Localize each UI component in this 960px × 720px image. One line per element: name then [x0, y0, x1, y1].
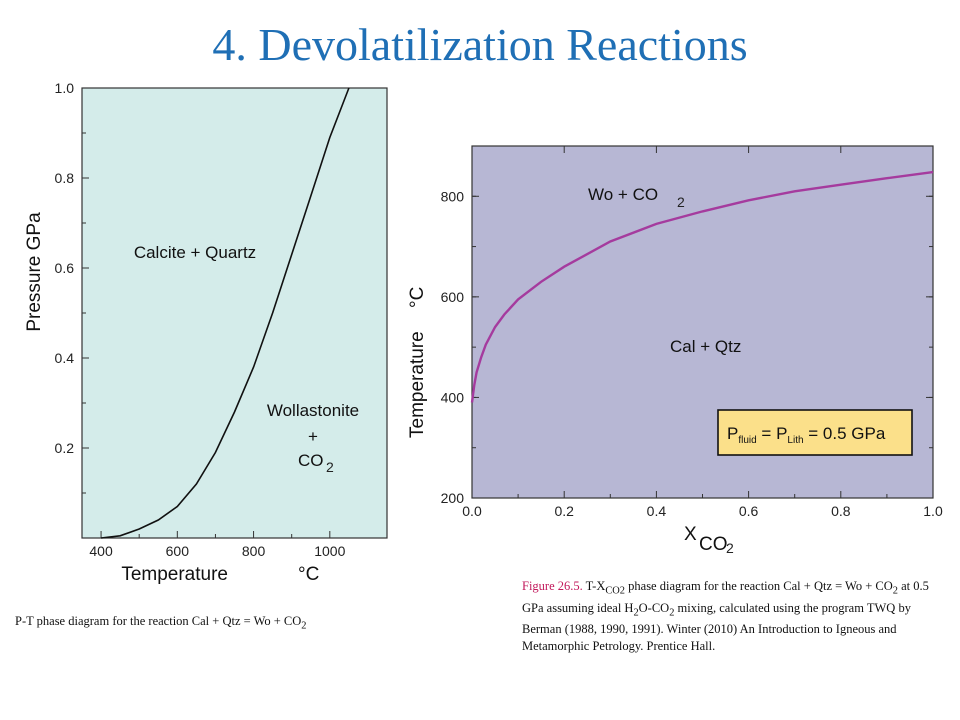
- x-tick-label: 0.8: [831, 503, 851, 519]
- y-tick-label: 600: [441, 289, 465, 305]
- p-fluid-p: P: [727, 424, 738, 443]
- pressure-condition-box: [717, 409, 913, 456]
- pt-ticks: 400 600 800 1000 0.2 0.4 0.6 0.8 1.0: [55, 80, 346, 559]
- tx-ticks: 0.0 0.2 0.4 0.6 0.8 1.0 200 400 600 800: [441, 146, 943, 519]
- pt-label-wollastonite: Wollastonite: [267, 401, 359, 420]
- tx-xlabel: X: [684, 524, 697, 545]
- tx-ylabel: Temperature: [407, 331, 428, 438]
- caption-left-sub: 2: [301, 620, 307, 632]
- tx-reaction-curve: [470, 170, 934, 403]
- y-tick-label: 0.8: [55, 170, 75, 186]
- caption-right-t2: phase diagram for the reaction Cal + Qtz…: [625, 579, 893, 593]
- tx-chart: 0.0 0.2 0.4 0.6 0.8 1.0 200 400 600 800 Wo + CO 2…: [407, 145, 943, 556]
- pt-xlabel: Temperature: [121, 564, 228, 585]
- y-tick-label: 200: [441, 490, 465, 506]
- tx-label-cal-qtz: Cal + Qtz: [670, 337, 741, 356]
- y-tick-label: 800: [441, 188, 465, 204]
- pt-chart: 400 600 800 1000 0.2 0.4 0.6 0.8 1.0 Calcite + Q…: [24, 80, 388, 585]
- slide-title: 4. Devolatilization Reactions: [212, 19, 748, 70]
- figure-number: Figure 26.5.: [522, 579, 583, 593]
- tx-label-wo-co: Wo + CO: [588, 185, 658, 204]
- pt-ylabel: Pressure GPa: [24, 212, 45, 332]
- caption-right-s4: 2: [669, 607, 675, 618]
- p-value: = 0.5 GPa: [804, 424, 886, 443]
- tx-label-wo-co-sub: 2: [677, 194, 685, 210]
- x-tick-label: 800: [242, 543, 266, 559]
- caption-right: Figure 26.5. T-XCO2 phase diagram for th…: [522, 578, 942, 655]
- caption-right-s2: 2: [892, 585, 898, 597]
- caption-right-t5: mixing, calculated using the program TWQ…: [522, 600, 911, 654]
- caption-right-s1: CO2: [605, 585, 626, 597]
- p-eq: = P: [757, 424, 788, 443]
- y-tick-label: 0.4: [55, 350, 75, 366]
- caption-left-text: P-T phase diagram for the reaction Cal +…: [15, 614, 302, 628]
- pt-plot-area: [81, 87, 388, 539]
- caption-right-s3: 2: [633, 607, 639, 618]
- tx-xlabel-sub: CO: [699, 534, 728, 555]
- pt-label-co: CO: [298, 451, 324, 470]
- y-tick-label: 0.2: [55, 440, 75, 456]
- x-tick-label: 0.0: [462, 503, 482, 519]
- x-tick-label: 0.4: [647, 503, 667, 519]
- caption-right-t1: T-X: [582, 579, 606, 593]
- y-tick-label: 400: [441, 389, 465, 405]
- p-fluid-sub: fluid: [738, 435, 756, 446]
- pt-label-co-sub: 2: [326, 459, 334, 475]
- x-tick-label: 400: [89, 543, 113, 559]
- caption-left: P-T phase diagram for the reaction Cal +…: [15, 613, 395, 635]
- pt-reaction-curve: [101, 87, 350, 539]
- tx-ylabel-unit: °C: [407, 287, 428, 308]
- tx-xlabel-sub2: 2: [726, 540, 734, 556]
- x-tick-label: 0.2: [554, 503, 574, 519]
- pressure-condition-text: Pfluid = PLith = 0.5 GPa: [727, 424, 886, 446]
- pt-label-calcite-quartz: Calcite + Quartz: [134, 243, 256, 262]
- caption-right-t4: O-CO: [638, 600, 670, 615]
- x-tick-label: 1000: [314, 543, 345, 559]
- y-tick-label: 1.0: [55, 80, 75, 96]
- x-tick-label: 0.6: [739, 503, 759, 519]
- y-tick-label: 0.6: [55, 260, 75, 276]
- p-lith-sub: Lith: [787, 435, 803, 446]
- x-tick-label: 1.0: [923, 503, 943, 519]
- x-tick-label: 600: [166, 543, 190, 559]
- pt-label-plus: +: [308, 427, 318, 446]
- pt-xlabel-unit: °C: [298, 564, 319, 585]
- caption-right-t3: at 0.5 GPa assuming ideal H: [522, 579, 929, 615]
